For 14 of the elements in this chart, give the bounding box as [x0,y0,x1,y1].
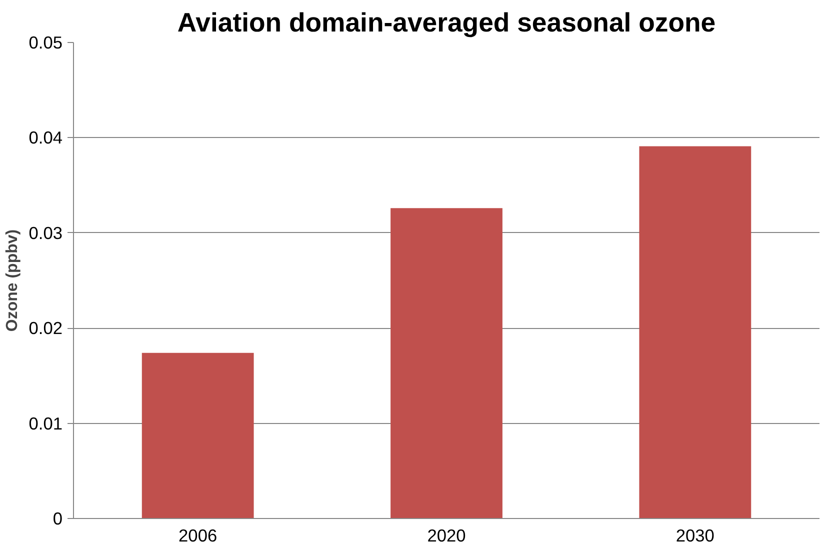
y-tick-label: 0 [52,508,63,528]
y-tick-label: 0.03 [28,222,63,243]
bar [142,352,254,518]
bar [639,146,752,518]
x-tick-label: 2006 [178,526,218,546]
y-tick-label: 0.04 [28,128,63,148]
y-tick-label: 0.02 [28,318,63,338]
y-tick-label: 0.05 [28,32,63,52]
bar [390,208,502,518]
x-tick-label: 2030 [676,526,714,546]
chart-title: Aviation domain-averaged seasonal ozone [177,8,716,38]
x-tick-label: 2020 [427,526,466,546]
y-tick-label: 0.01 [28,413,63,434]
y-axis-title: Ozone (ppbv) [4,229,21,332]
